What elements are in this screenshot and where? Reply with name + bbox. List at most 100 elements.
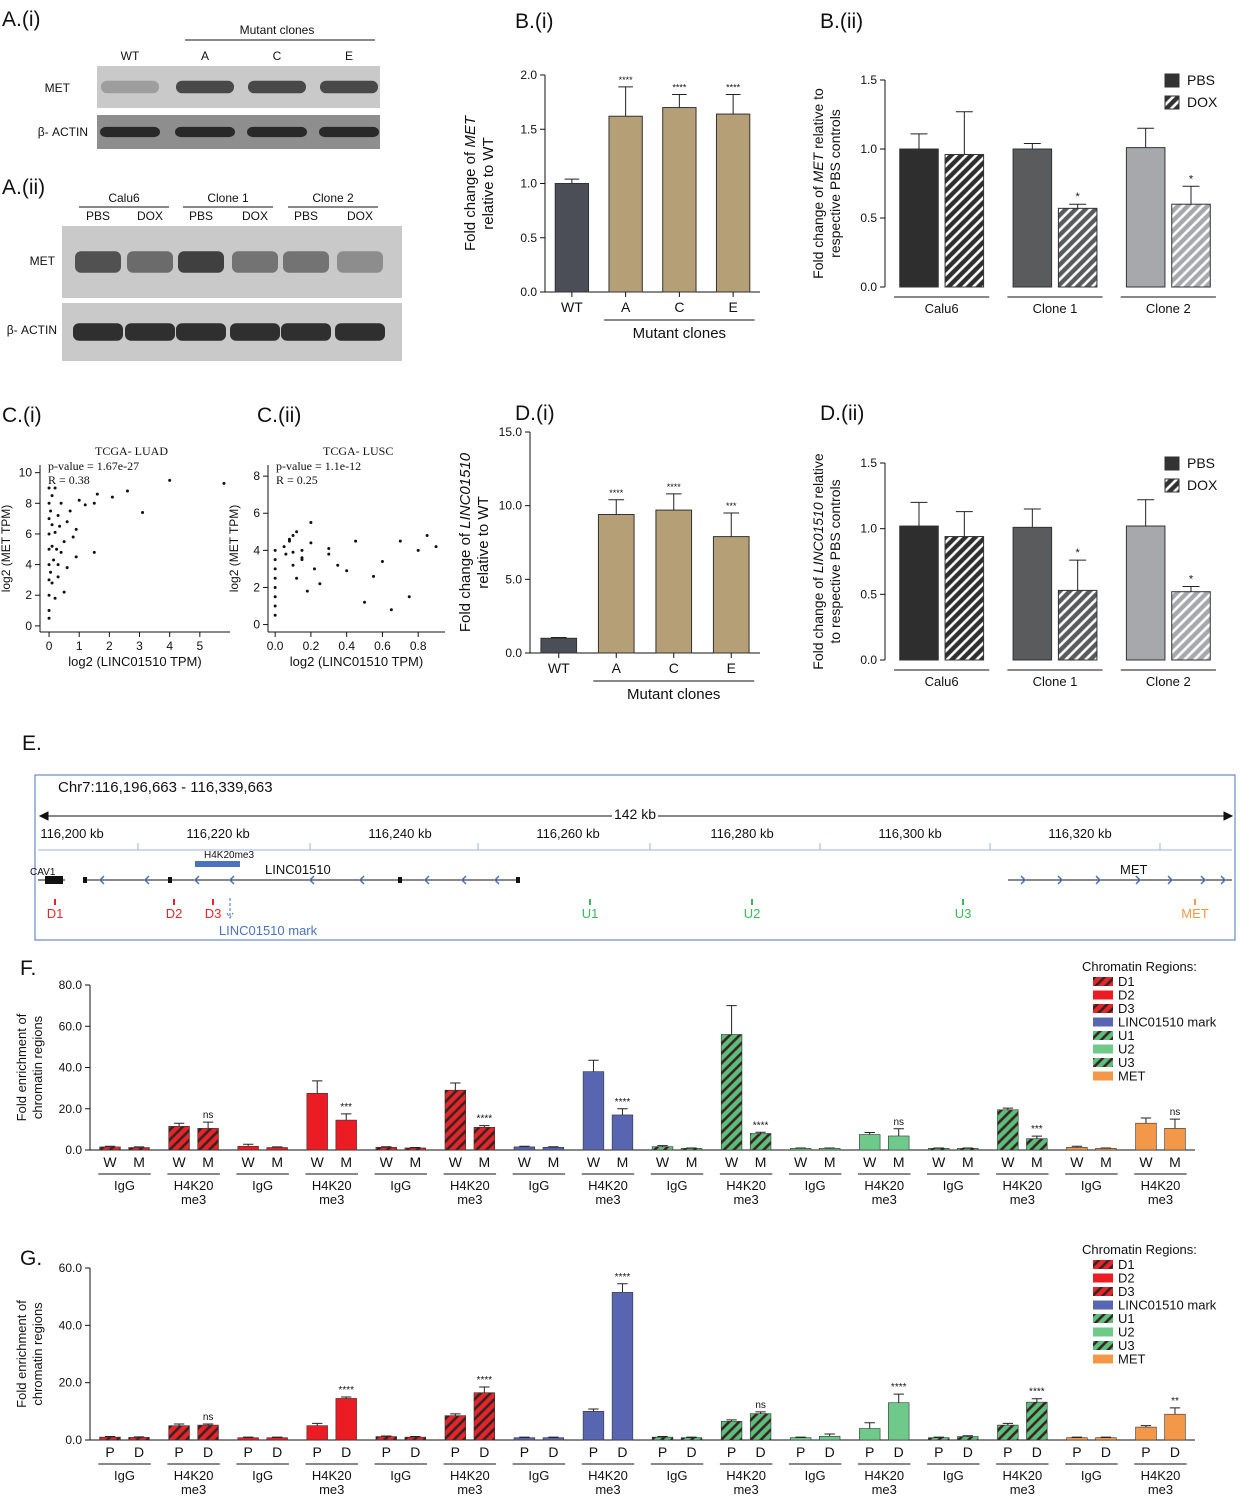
scale-label: 116,320 kb <box>1048 826 1111 841</box>
blot-band <box>178 251 224 273</box>
y-tick-label: 0.0 <box>505 646 522 660</box>
legend-swatch <box>1093 1031 1113 1040</box>
point <box>62 590 66 594</box>
y-axis-label: relative to WT <box>480 137 497 230</box>
bar <box>1012 148 1053 288</box>
x-tick-label: M <box>202 1154 214 1170</box>
y-axis-label: to respective PBS controls <box>827 479 843 643</box>
point <box>287 537 291 541</box>
x-tick-label: 0.2 <box>303 639 320 653</box>
point <box>59 501 63 505</box>
group-label: me3 <box>1010 1192 1035 1207</box>
annotation: p-value = 1.1e-12 <box>276 459 361 473</box>
point <box>56 575 60 579</box>
lane-label: WT <box>121 49 140 63</box>
significance: *** <box>726 501 737 511</box>
group-label: IgG <box>252 1178 273 1193</box>
significance: **** <box>753 1120 769 1131</box>
point <box>49 509 53 513</box>
point <box>363 600 367 604</box>
annotation: p-value = 1.67e-27 <box>48 459 139 473</box>
region-label: D2 <box>166 906 183 921</box>
bar <box>1125 147 1166 288</box>
x-tick-label: Clone 2 <box>1146 301 1191 316</box>
blot-band <box>125 323 175 341</box>
exon <box>516 877 520 883</box>
x-tick-label: P <box>865 1444 874 1460</box>
group-label: H4K20 <box>1141 1178 1181 1193</box>
legend-label: PBS <box>1187 72 1215 88</box>
label-part: relative <box>810 453 826 502</box>
x-tick-label: M <box>271 1154 283 1170</box>
error-bar <box>686 1436 697 1438</box>
bar <box>597 514 635 654</box>
blot-band <box>337 251 383 273</box>
x-tick-label: W <box>380 1154 394 1170</box>
mark-arrow <box>226 898 234 919</box>
x-tick-label: P <box>451 1444 460 1460</box>
x-tick-label: W <box>587 1154 601 1170</box>
x-tick-label: C <box>669 660 679 676</box>
annotation: R = 0.25 <box>276 473 318 487</box>
error-bar <box>202 1121 214 1129</box>
error-bar <box>479 1386 490 1393</box>
legend-label: MET <box>1118 1352 1146 1367</box>
point <box>273 558 277 562</box>
bar <box>1164 1413 1186 1441</box>
point <box>416 548 420 552</box>
strand-arrow <box>358 875 365 885</box>
bar <box>749 1133 772 1151</box>
y-axis-label: chromatin regions <box>30 1015 45 1119</box>
error-bar <box>173 1122 185 1127</box>
label-part: Fold change of <box>457 529 474 632</box>
y-tick-label: 1.0 <box>520 177 537 191</box>
legend-label: LINC01510 mark <box>1118 1298 1217 1313</box>
legend-swatch <box>1093 1314 1113 1323</box>
group-label: IgG <box>114 1468 135 1483</box>
point <box>291 534 295 538</box>
y-tick-label: 15.0 <box>499 425 523 439</box>
legend-swatch <box>1093 1327 1113 1337</box>
panel-label: B.(i) <box>515 10 554 33</box>
row-label: MET <box>30 254 56 268</box>
point <box>53 486 57 490</box>
scale-label: 116,240 kb <box>368 826 431 841</box>
significance: **** <box>726 83 741 93</box>
panel-label: A.(i) <box>2 8 41 31</box>
y-axis-label: Fold enrichment of <box>14 1300 29 1408</box>
point <box>50 544 54 548</box>
point <box>425 534 429 538</box>
y-axis-label: Fold change of LINC01510 relative <box>810 453 826 670</box>
point <box>55 547 59 551</box>
x-tick-label: Calu6 <box>925 301 959 316</box>
bar <box>444 1089 467 1151</box>
group-label: H4K20 <box>864 1468 904 1483</box>
bar <box>680 1437 703 1441</box>
group-label: H4K20 <box>312 1468 352 1483</box>
legend-label: D1 <box>1118 1257 1135 1272</box>
point <box>407 595 411 599</box>
x-tick-label: P <box>727 1444 736 1460</box>
point <box>65 566 69 570</box>
y-tick-label: 1.0 <box>860 142 877 156</box>
x-tick-label: Clone 1 <box>1033 301 1078 316</box>
error-bar <box>381 1146 392 1148</box>
x-tick-label: 1 <box>76 639 83 653</box>
error-bar <box>242 1436 254 1438</box>
error-bar <box>824 1433 835 1437</box>
label-part: chromatin regions <box>30 1015 45 1119</box>
error-bar <box>450 1082 461 1091</box>
blot-band <box>73 323 123 341</box>
legend-title: Chromatin Regions: <box>1082 959 1197 974</box>
legend-swatch <box>1093 977 1113 986</box>
bar <box>375 1147 397 1151</box>
bar <box>789 1148 812 1151</box>
lane-label: PBS <box>189 209 213 223</box>
x-tick-label: P <box>934 1444 943 1460</box>
x-tick-label: M <box>1169 1154 1181 1170</box>
x-tick-label: P <box>520 1444 529 1460</box>
lane-label: DOX <box>347 209 373 223</box>
bar <box>818 1148 841 1151</box>
error-bar <box>910 501 928 527</box>
bar <box>1125 525 1166 661</box>
